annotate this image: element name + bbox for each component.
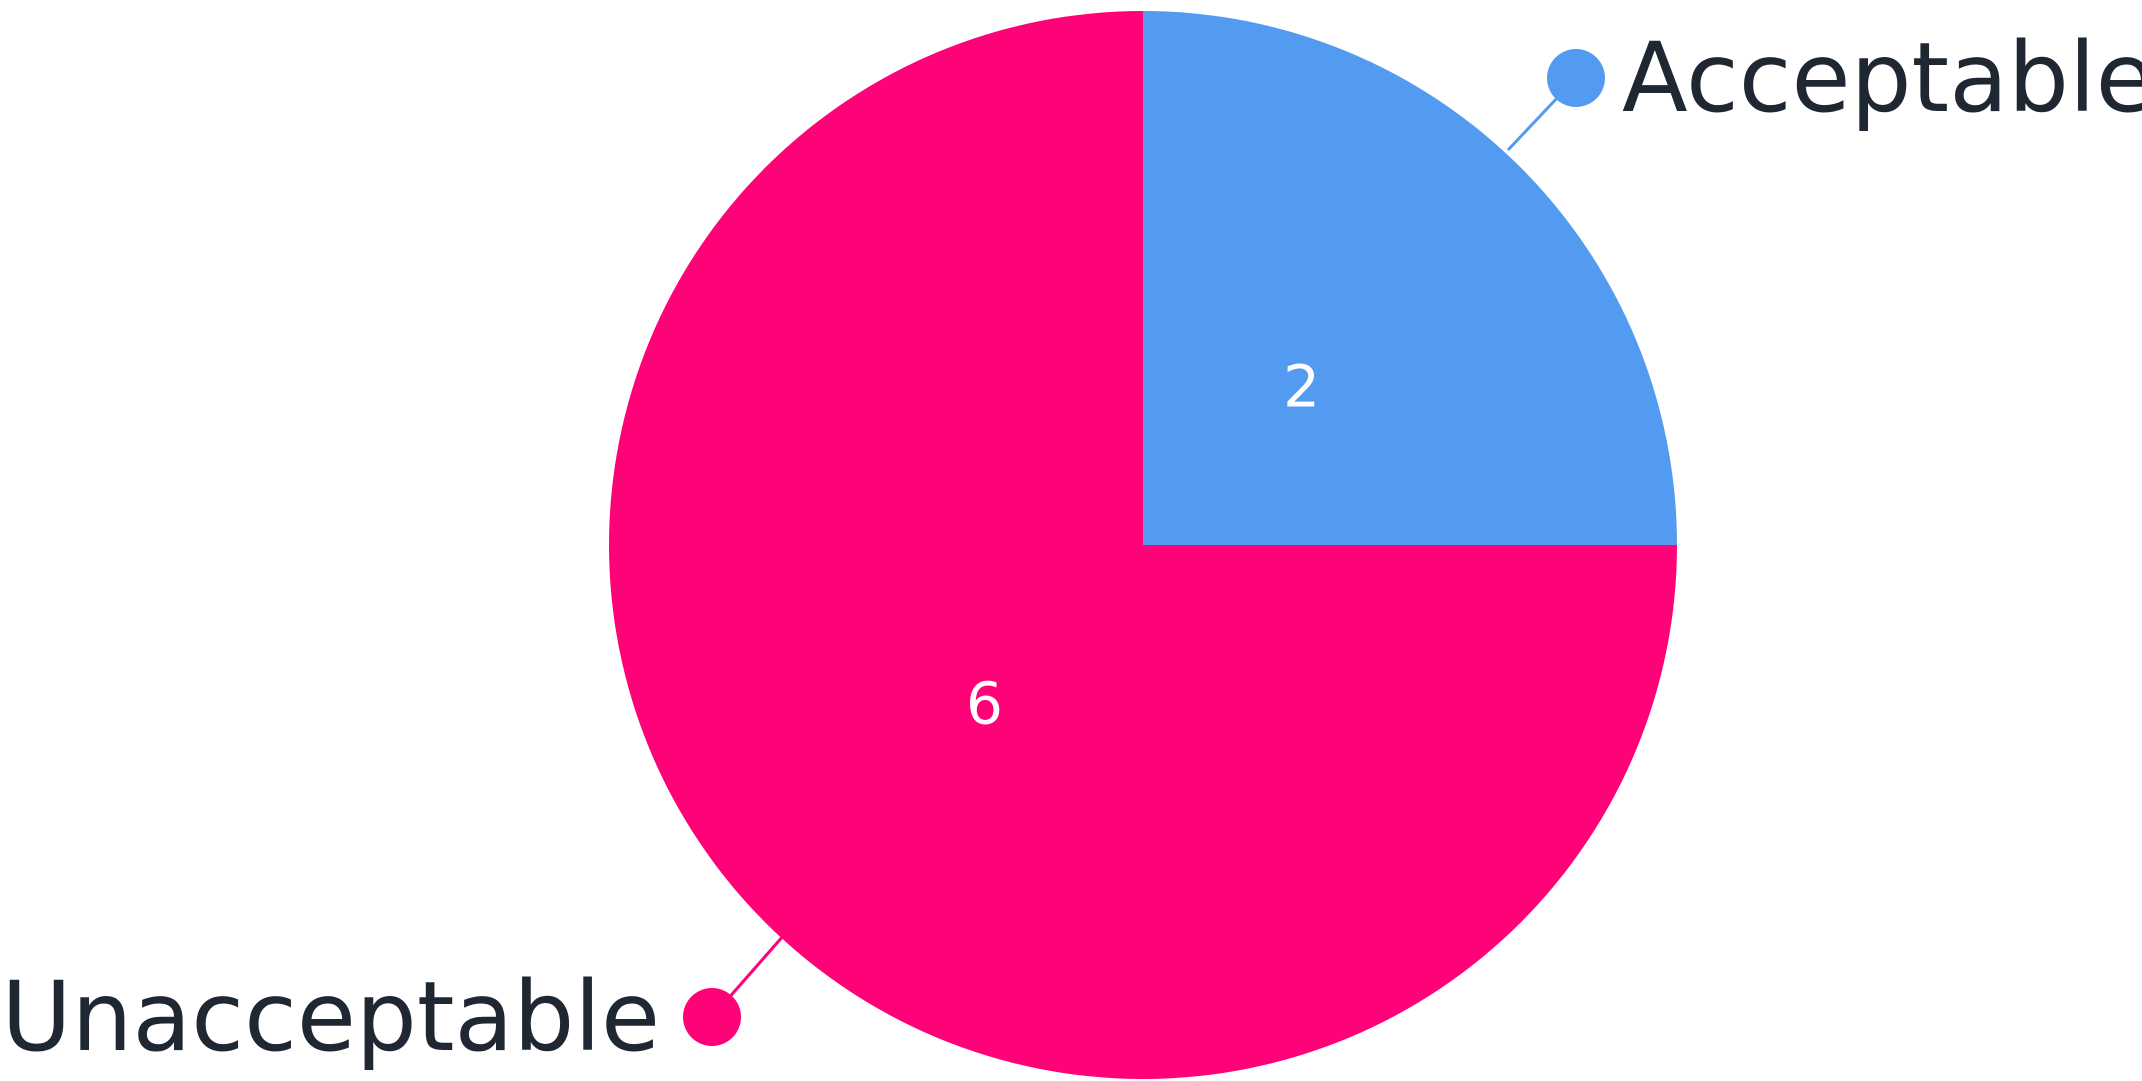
value-label-acceptable: 2: [1283, 352, 1320, 420]
legend-label-acceptable: Acceptable: [1622, 22, 2142, 134]
legend-marker-unacceptable: [683, 988, 741, 1046]
legend-label-unacceptable: Unacceptable: [1, 961, 660, 1073]
value-label-unacceptable: 6: [966, 670, 1003, 738]
pie-slice-acceptable: [1143, 11, 1677, 545]
legend-marker-acceptable: [1547, 49, 1605, 107]
pie-slice-unacceptable: [609, 11, 1677, 1079]
